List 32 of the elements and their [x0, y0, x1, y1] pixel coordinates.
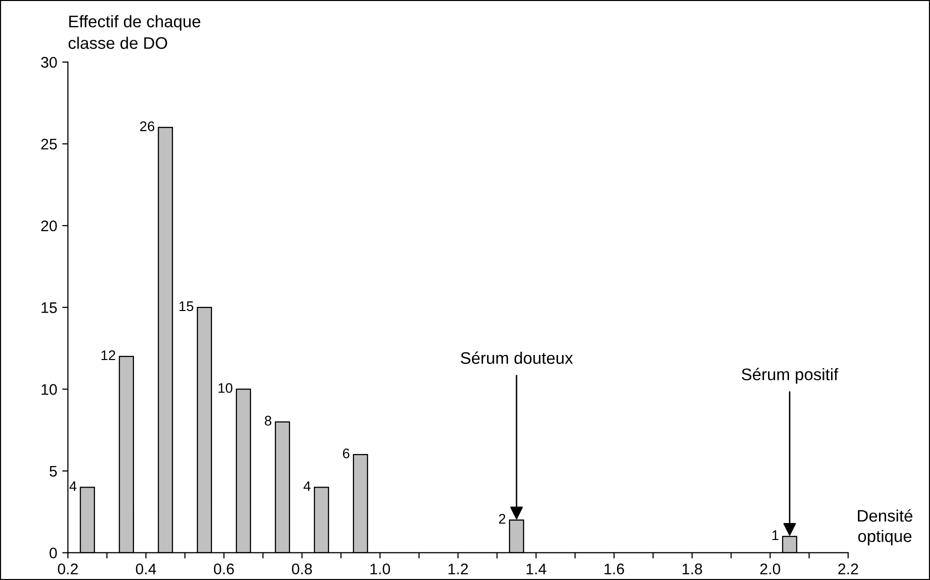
x-tick-label: 0.8 — [292, 564, 312, 574]
y-axis-title: Effectif de chaque classe de DO — [68, 15, 200, 49]
x-tick-label: 0.6 — [214, 564, 234, 574]
x-tick-label: 0.2 — [58, 564, 78, 574]
data-label: 2 — [498, 514, 506, 524]
x-tick-label: 1.8 — [682, 564, 702, 574]
x-tick-label: 2.0 — [760, 564, 780, 574]
y-tick-label: 10 — [42, 384, 57, 395]
x-tick-label: 1.0 — [370, 564, 390, 574]
x-tick-label: 0.4 — [136, 564, 156, 574]
x-tick-label: 1.4 — [526, 564, 546, 574]
data-label: 26 — [140, 121, 154, 132]
data-label: 10 — [218, 383, 232, 393]
annotation: Sérum douteux — [460, 352, 573, 364]
x-tick-label: 1.2 — [448, 564, 468, 574]
x-axis-title: Densité optique — [858, 509, 912, 546]
data-label: 4 — [304, 481, 311, 491]
data-label: 12 — [101, 350, 116, 360]
data-label: 4 — [69, 481, 76, 491]
y-tick-label: 5 — [50, 466, 57, 477]
data-label: 6 — [342, 448, 350, 458]
y-tick-label: 25 — [41, 138, 57, 150]
y-tick-label: 30 — [41, 56, 57, 68]
data-label: 1 — [772, 530, 778, 540]
y-tick-label: 20 — [41, 220, 57, 232]
y-tick-label: 15 — [42, 302, 57, 314]
data-label: 8 — [264, 416, 272, 426]
y-tick-label: 0 — [50, 548, 57, 558]
annotation: Sérum positif — [742, 368, 838, 384]
x-tick-label: 1.6 — [604, 564, 624, 574]
x-tick-label: 2.2 — [838, 564, 858, 574]
data-label: 15 — [180, 301, 194, 312]
